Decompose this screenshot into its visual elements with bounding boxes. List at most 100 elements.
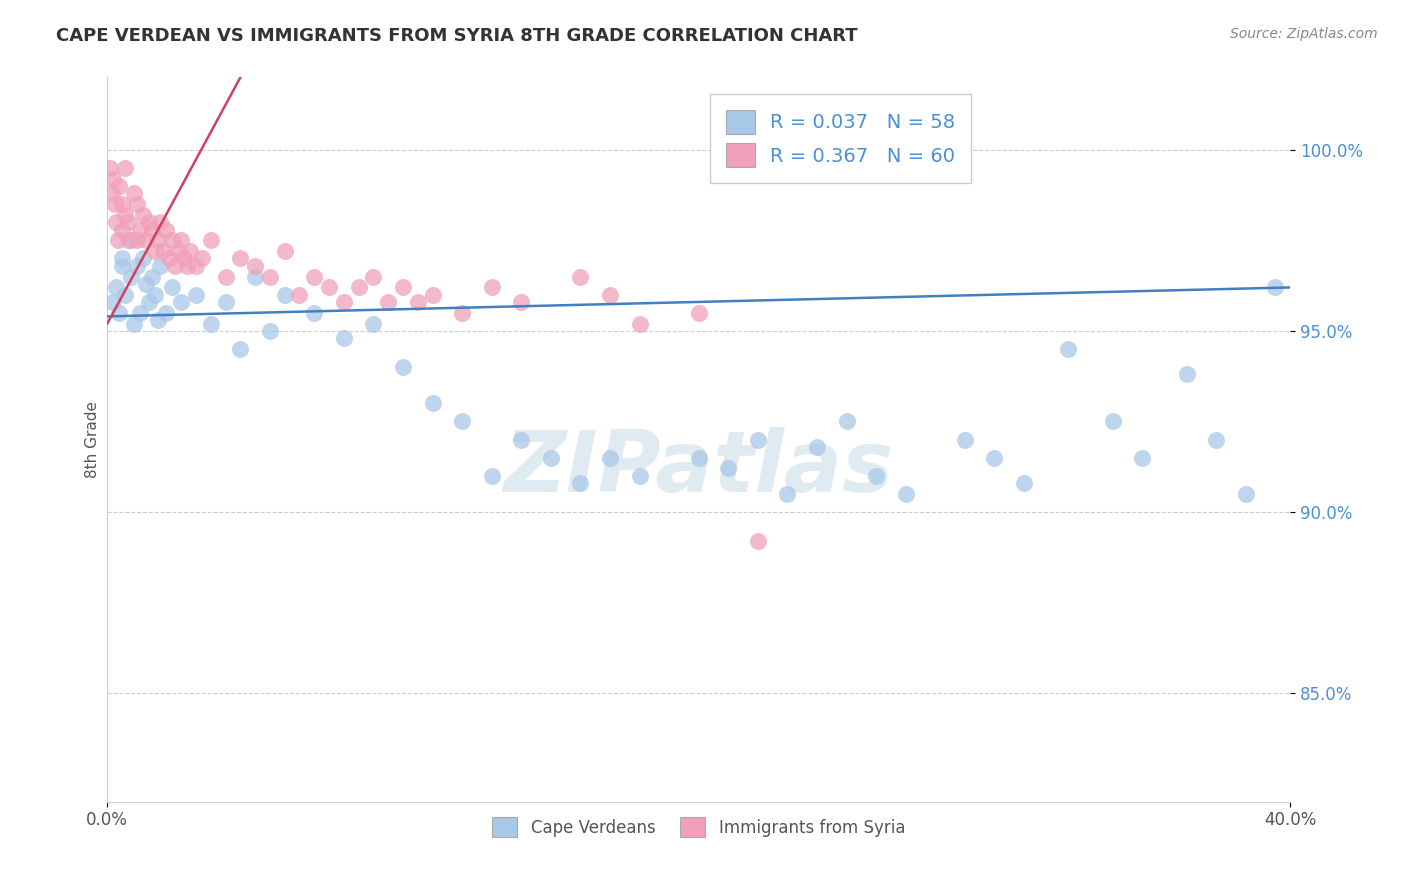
Point: [98, 161, 121, 175]
Point: [152, 244, 174, 259]
Point: [747, 533, 769, 548]
Point: [243, 269, 266, 284]
Point: [1101, 414, 1123, 428]
Point: [165, 259, 187, 273]
Point: [111, 222, 134, 236]
Point: [510, 433, 533, 447]
Point: [114, 161, 136, 175]
Point: [1057, 342, 1080, 356]
Point: [108, 179, 131, 194]
Point: [117, 233, 139, 247]
Point: [108, 306, 131, 320]
Point: [806, 440, 828, 454]
Point: [184, 259, 207, 273]
Point: [162, 280, 184, 294]
Point: [688, 450, 710, 465]
Point: [157, 252, 180, 266]
Point: [392, 280, 415, 294]
Point: [599, 287, 621, 301]
Legend: Cape Verdeans, Immigrants from Syria: Cape Verdeans, Immigrants from Syria: [485, 810, 912, 844]
Point: [120, 269, 142, 284]
Point: [170, 294, 193, 309]
Point: [104, 197, 127, 211]
Point: [214, 294, 236, 309]
Point: [1234, 487, 1257, 501]
Point: [540, 450, 562, 465]
Point: [776, 487, 799, 501]
Point: [191, 252, 214, 266]
Point: [628, 468, 651, 483]
Point: [377, 294, 399, 309]
Point: [132, 208, 155, 222]
Point: [105, 215, 128, 229]
Point: [243, 259, 266, 273]
Point: [451, 306, 474, 320]
Point: [688, 306, 710, 320]
Point: [1264, 280, 1286, 294]
Point: [111, 259, 134, 273]
Point: [599, 450, 621, 465]
Point: [259, 269, 281, 284]
Point: [114, 287, 136, 301]
Point: [259, 324, 281, 338]
Point: [117, 215, 139, 229]
Point: [304, 269, 326, 284]
Point: [125, 233, 148, 247]
Point: [835, 414, 858, 428]
Point: [894, 487, 917, 501]
Point: [200, 317, 222, 331]
Point: [184, 287, 207, 301]
Point: [1205, 433, 1227, 447]
Point: [229, 342, 252, 356]
Point: [111, 197, 134, 211]
Point: [111, 252, 134, 266]
Point: [953, 433, 976, 447]
Point: [179, 244, 201, 259]
Point: [128, 306, 150, 320]
Point: [114, 208, 136, 222]
Point: [141, 269, 163, 284]
Point: [149, 259, 172, 273]
Point: [155, 222, 177, 236]
Point: [304, 306, 326, 320]
Point: [214, 269, 236, 284]
Point: [100, 186, 122, 201]
Point: [167, 244, 190, 259]
Point: [406, 294, 429, 309]
Point: [628, 317, 651, 331]
Point: [149, 215, 172, 229]
Point: [510, 294, 533, 309]
Point: [128, 222, 150, 236]
Point: [717, 461, 740, 475]
Point: [143, 287, 166, 301]
Point: [141, 222, 163, 236]
Point: [363, 317, 385, 331]
Point: [146, 233, 169, 247]
Point: [120, 233, 142, 247]
Text: Source: ZipAtlas.com: Source: ZipAtlas.com: [1230, 27, 1378, 41]
Point: [138, 215, 160, 229]
Text: ZIPatlas: ZIPatlas: [503, 427, 894, 510]
Point: [422, 287, 444, 301]
Point: [122, 186, 145, 201]
Point: [132, 252, 155, 266]
Point: [422, 396, 444, 410]
Point: [273, 287, 295, 301]
Point: [162, 233, 184, 247]
Point: [747, 433, 769, 447]
Point: [318, 280, 340, 294]
Point: [288, 287, 311, 301]
Point: [155, 306, 177, 320]
Point: [1130, 450, 1153, 465]
Point: [1012, 475, 1035, 490]
Point: [107, 233, 129, 247]
Point: [481, 468, 503, 483]
Point: [392, 360, 415, 375]
Point: [200, 233, 222, 247]
Point: [347, 280, 370, 294]
Point: [101, 294, 124, 309]
Point: [176, 259, 198, 273]
Point: [333, 294, 356, 309]
Point: [481, 280, 503, 294]
Point: [865, 468, 887, 483]
